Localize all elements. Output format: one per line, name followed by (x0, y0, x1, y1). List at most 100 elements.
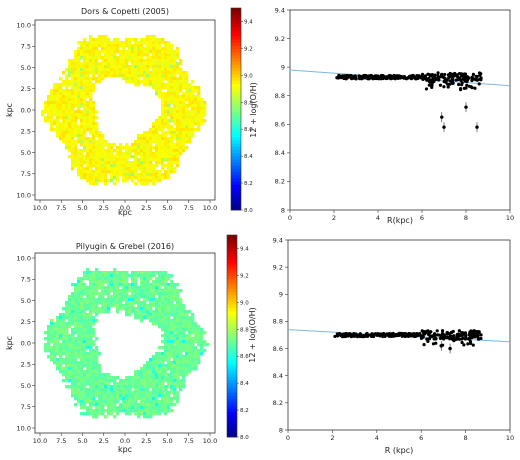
heatmap-cell (167, 304, 171, 308)
heatmap-cell (47, 331, 51, 335)
heatmap-cell (83, 74, 87, 78)
heatmap-cell (56, 319, 60, 323)
heatmap-cell (176, 382, 180, 386)
heatmap-cell (170, 355, 174, 359)
heatmap-cell (140, 292, 144, 296)
heatmap-cell (68, 316, 72, 320)
heatmap-cell (74, 116, 78, 120)
heatmap-cell (71, 65, 75, 69)
heatmap-cell (65, 361, 69, 365)
heatmap-cell (104, 298, 108, 302)
heatmap-cell (77, 128, 81, 132)
heatmap-cell (47, 346, 51, 350)
heatmap-cell (158, 95, 162, 99)
heatmap-cell (179, 346, 183, 350)
heatmap-cell (173, 167, 177, 171)
heatmap-cell (65, 337, 69, 341)
heatmap-cell (74, 319, 78, 323)
heatmap-cell (140, 59, 144, 63)
colorbar-segment (227, 266, 237, 271)
heatmap-cell (80, 277, 84, 281)
heatmap-cell (53, 334, 57, 338)
heatmap-cell (158, 89, 162, 93)
heatmap-cell (149, 71, 153, 75)
heatmap-cell (140, 68, 144, 72)
heatmap-cell (149, 77, 153, 81)
heatmap-cell (98, 394, 102, 398)
heatmap-cell (161, 164, 165, 168)
heatmap-cell (158, 71, 162, 75)
heatmap-cell (71, 370, 75, 374)
heatmap-cell (113, 304, 117, 308)
heatmap-cell (86, 71, 90, 75)
heatmap-cell (119, 292, 123, 296)
heatmap-cell (92, 283, 96, 287)
heatmap-cell (155, 134, 159, 138)
heatmap-cell (176, 400, 180, 404)
heatmap-cell (65, 98, 69, 102)
heatmap-cell (167, 167, 171, 171)
colorbar-segment (227, 339, 237, 343)
heatmap-cell (194, 86, 198, 90)
heatmap-cell (80, 280, 84, 284)
heatmap-cell (89, 92, 93, 96)
heatmap-cell (185, 137, 189, 141)
heatmap-cell (128, 403, 132, 407)
heatmap-cell (80, 385, 84, 389)
heatmap-cell (116, 152, 120, 156)
heatmap-cell (140, 376, 144, 380)
heatmap-cell (149, 403, 153, 407)
heatmap-cell (89, 334, 93, 338)
heatmap-cell (182, 373, 186, 377)
heatmap-cell (77, 86, 81, 90)
heatmap-cell (68, 385, 72, 389)
heatmap-cell (176, 56, 180, 60)
heatmap-cell (95, 170, 99, 174)
x-tick-label: 0 (286, 434, 290, 442)
heatmap-cell (191, 128, 195, 132)
heatmap-cell (167, 176, 171, 180)
heatmap-cell (95, 313, 99, 317)
heatmap-cell (74, 92, 78, 96)
heatmap-cell (98, 38, 102, 42)
heatmap-cell (125, 295, 129, 299)
heatmap-cell (83, 119, 87, 123)
colorbar-segment (227, 301, 237, 305)
heatmap-cell (185, 116, 189, 120)
heatmap-cell (131, 56, 135, 60)
heatmap-cell (86, 167, 90, 171)
heatmap-cell (161, 143, 165, 147)
heatmap-cell (149, 83, 153, 87)
heatmap-cell (164, 289, 168, 293)
heatmap-cell (86, 340, 90, 344)
heatmap-cell (68, 68, 72, 72)
heatmap-cell (122, 146, 126, 150)
scatter-point (432, 333, 436, 337)
heatmap-cell (179, 128, 183, 132)
heatmap-cell (107, 400, 111, 404)
heatmap-cell (167, 373, 171, 377)
heatmap-cell (53, 122, 57, 126)
heatmap-cell (158, 358, 162, 362)
heatmap-cell (74, 74, 78, 78)
scatter-point (422, 329, 427, 334)
heatmap-cell (77, 149, 81, 153)
heatmap-cell (173, 74, 177, 78)
heatmap-cell (155, 137, 159, 141)
heatmap-cell (107, 394, 111, 398)
heatmap-cell (167, 322, 171, 326)
heatmap-cell (122, 283, 126, 287)
heatmap-cell (176, 319, 180, 323)
heatmap-cell (80, 86, 84, 90)
heatmap-cell (164, 367, 168, 371)
heatmap-cell (86, 301, 90, 305)
heatmap-cell (53, 104, 57, 108)
colorbar-segment (231, 194, 241, 198)
heatmap-cell (107, 71, 111, 75)
heatmap-cell (68, 62, 72, 66)
heatmap-cell (104, 304, 108, 308)
heatmap-cell (116, 74, 120, 78)
heatmap-cell (92, 74, 96, 78)
heatmap-cell (191, 367, 195, 371)
heatmap-cell (80, 155, 84, 159)
